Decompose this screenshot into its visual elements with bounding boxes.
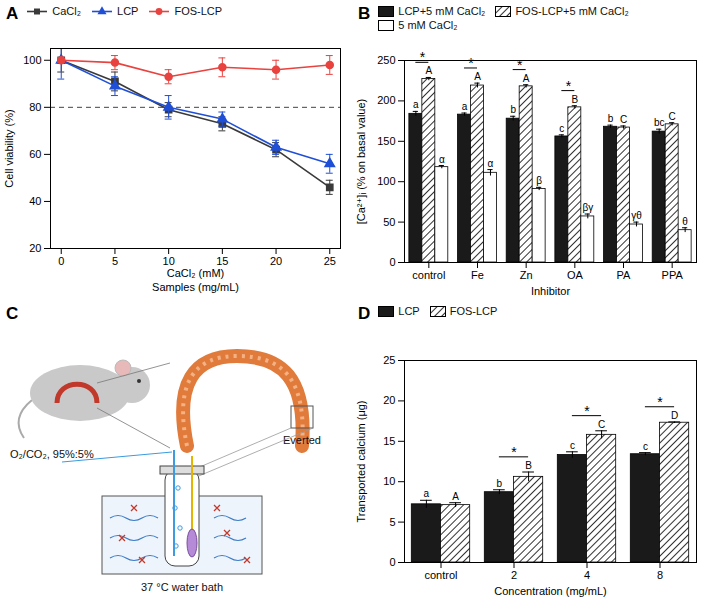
svg-text:100: 100 (23, 54, 41, 66)
svg-text:[Ca²⁺]ᵢ (% on basal value): [Ca²⁺]ᵢ (% on basal value) (355, 99, 367, 225)
svg-text:80: 80 (29, 101, 41, 113)
svg-text:10: 10 (163, 255, 175, 267)
html-text:C: C (6, 304, 19, 323)
svg-text:2: 2 (511, 569, 517, 581)
svg-text:Samples (mg/mL): Samples (mg/mL) (152, 281, 239, 293)
svg-text:Transported calcium (μg): Transported calcium (μg) (355, 400, 367, 522)
svg-text:b: b (497, 478, 503, 489)
svg-text:b: b (608, 113, 614, 124)
svg-text:*: * (511, 444, 517, 460)
html-text:FOS-LCP+5 mM CaCl₂: FOS-LCP+5 mM CaCl₂ (515, 5, 629, 17)
svg-text:*: * (420, 49, 426, 65)
svg-text:θ: θ (682, 216, 688, 227)
svg-text:βγ: βγ (582, 202, 593, 213)
html-text:D: D (358, 304, 371, 323)
svg-text:15: 15 (383, 435, 395, 447)
html-text:A: A (6, 4, 19, 23)
svg-text:β: β (536, 175, 542, 186)
svg-text:A: A (425, 65, 432, 76)
html-text:5 mM CaCl₂: 5 mM CaCl₂ (398, 19, 458, 31)
svg-text:250: 250 (377, 54, 395, 66)
html-text:FOS-LCP: FOS-LCP (449, 305, 498, 317)
html-text:B: B (358, 4, 371, 23)
svg-text:Fe: Fe (471, 269, 484, 281)
svg-text:PPA: PPA (662, 269, 684, 281)
svg-text:25: 25 (324, 255, 336, 267)
svg-text:*: * (468, 55, 474, 71)
svg-text:20: 20 (29, 242, 41, 254)
svg-text:0: 0 (389, 256, 395, 268)
svg-text:CaCl₂ (mM): CaCl₂ (mM) (167, 267, 224, 279)
svg-text:C: C (598, 419, 605, 430)
svg-text:Zn: Zn (520, 269, 533, 281)
svg-text:B: B (525, 460, 532, 471)
svg-text:c: c (570, 440, 575, 451)
svg-text:b: b (510, 104, 516, 115)
svg-text:0: 0 (389, 556, 395, 568)
svg-text:bc: bc (654, 117, 665, 128)
svg-text:Concentration (mg/mL): Concentration (mg/mL) (494, 585, 607, 597)
svg-text:α: α (439, 154, 445, 165)
svg-text:C: C (669, 111, 676, 122)
svg-text:37 °C water bath: 37 °C water bath (141, 581, 223, 593)
svg-text:5: 5 (112, 255, 118, 267)
svg-text:*: * (584, 403, 590, 419)
html-text:LCP+5 mM CaCl₂: LCP+5 mM CaCl₂ (398, 5, 486, 17)
svg-text:200: 200 (377, 94, 395, 106)
svg-text:A: A (474, 71, 481, 82)
svg-text:50: 50 (383, 216, 395, 228)
svg-text:α: α (488, 158, 494, 169)
svg-text:control: control (424, 569, 457, 581)
svg-text:O₂/CO₂, 95%:5%: O₂/CO₂, 95%:5% (10, 448, 94, 460)
svg-text:a: a (462, 101, 468, 112)
svg-text:B: B (571, 94, 578, 105)
svg-text:5: 5 (389, 516, 395, 528)
svg-text:A: A (452, 491, 459, 502)
svg-text:Cell viability (%): Cell viability (%) (3, 109, 15, 187)
svg-text:25: 25 (383, 354, 395, 366)
svg-text:*: * (517, 57, 523, 73)
svg-text:20: 20 (270, 255, 282, 267)
html-text:LCP: LCP (117, 5, 139, 17)
svg-text:Everted: Everted (283, 434, 321, 446)
svg-text:PA: PA (617, 269, 632, 281)
svg-text:a: a (424, 488, 430, 499)
svg-text:OA: OA (567, 269, 584, 281)
svg-text:60: 60 (29, 148, 41, 160)
svg-text:40: 40 (29, 195, 41, 207)
svg-text:*: * (657, 394, 663, 410)
svg-text:0: 0 (58, 255, 64, 267)
svg-text:A: A (523, 73, 530, 84)
svg-text:Inhibitor: Inhibitor (531, 285, 570, 297)
svg-text:10: 10 (383, 475, 395, 487)
svg-text:8: 8 (657, 569, 663, 581)
svg-text:100: 100 (377, 175, 395, 187)
svg-text:20: 20 (383, 394, 395, 406)
svg-text:a: a (413, 99, 419, 110)
svg-text:c: c (559, 123, 564, 134)
svg-text:150: 150 (377, 135, 395, 147)
html-text:FOS-LCP: FOS-LCP (174, 5, 223, 17)
svg-text:c: c (643, 441, 648, 452)
svg-text:D: D (671, 410, 678, 421)
svg-text:C: C (620, 114, 627, 125)
svg-text:γθ: γθ (631, 210, 642, 221)
html-text:LCP: LCP (398, 305, 420, 317)
svg-text:control: control (412, 269, 445, 281)
svg-text:*: * (566, 78, 572, 94)
svg-text:15: 15 (216, 255, 228, 267)
html-text:CaCl₂: CaCl₂ (52, 5, 81, 17)
svg-text:4: 4 (584, 569, 590, 581)
